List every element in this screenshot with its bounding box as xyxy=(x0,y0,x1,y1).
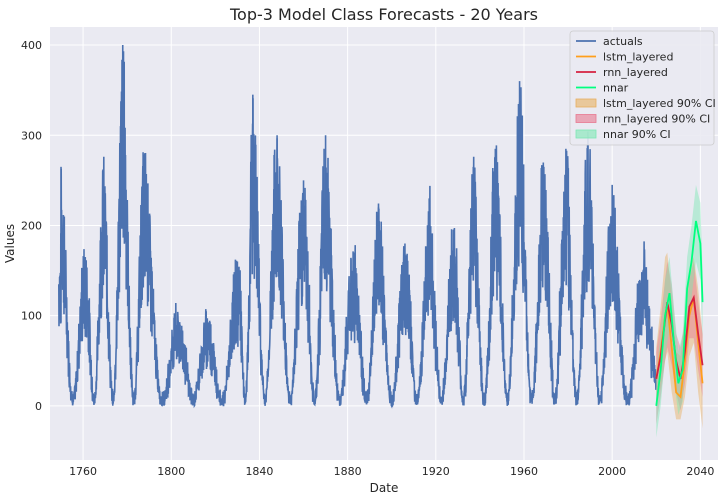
lstm_layered-ci-band xyxy=(656,252,703,429)
x-tick-label: 1760 xyxy=(69,465,97,478)
legend-box xyxy=(569,30,715,146)
series-layer xyxy=(58,45,704,438)
y-tick-label: 400 xyxy=(21,39,42,52)
x-tick-label: 1800 xyxy=(157,465,185,478)
y-axis-label: Values xyxy=(3,224,17,263)
nnar-ci-band xyxy=(656,184,703,438)
x-tick-label: 2000 xyxy=(598,465,626,478)
legend-swatch-band xyxy=(575,98,597,108)
y-tick-label: 200 xyxy=(21,219,42,232)
legend-swatch-band xyxy=(575,114,597,123)
legend-swatch-band xyxy=(575,129,597,139)
x-tick-label: 1920 xyxy=(422,465,450,478)
axis-ticks: 1760 1800 1840 1880 1920 1960 2000 2040 0 100 200 3… xyxy=(21,39,714,478)
chart-title: Top-3 Model Class Forecasts - 20 Years xyxy=(229,5,538,24)
legend-label: actuals xyxy=(603,35,643,48)
legend-label: lstm_layered 90% CI xyxy=(603,97,716,110)
legend-label: rnn_layered 90% CI xyxy=(603,113,710,126)
legend-label: lstm_layered xyxy=(603,51,673,64)
actuals-line xyxy=(58,51,658,409)
x-tick-label: 1880 xyxy=(334,465,362,478)
legend-label: nnar xyxy=(603,82,629,95)
x-axis-label: Date xyxy=(370,481,399,495)
y-tick-label: 300 xyxy=(21,129,42,142)
x-tick-label: 2040 xyxy=(686,465,714,478)
legend-label: nnar 90% CI xyxy=(603,128,671,141)
nnar-forecast-line xyxy=(655,220,704,406)
x-tick-label: 1960 xyxy=(510,465,538,478)
y-tick-label: 0 xyxy=(35,400,42,413)
y-tick-label: 100 xyxy=(21,310,42,323)
legend-label: rnn_layered xyxy=(603,66,668,79)
x-tick-label: 1840 xyxy=(245,465,273,478)
